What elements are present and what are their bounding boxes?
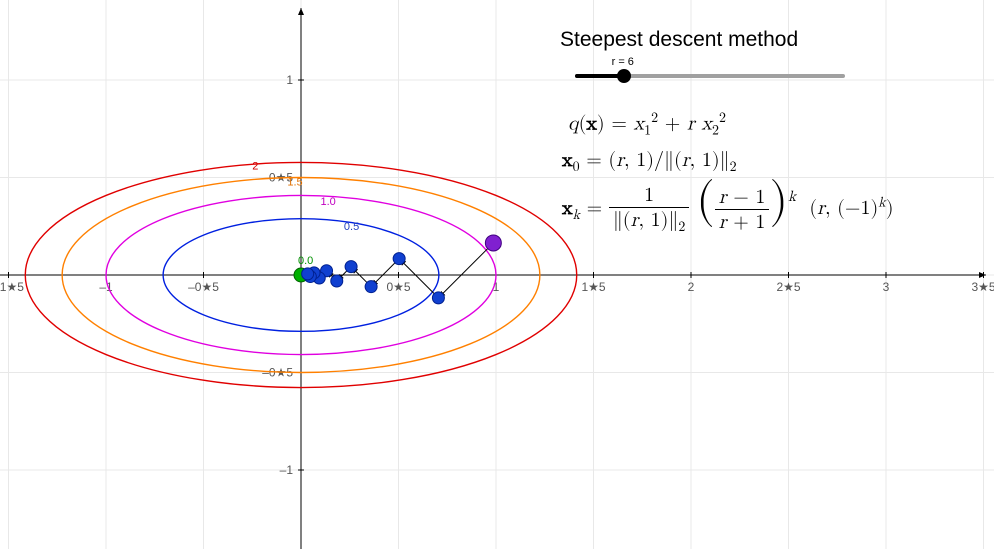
iterate-point: [365, 281, 377, 293]
x-tick-label: 1★5: [581, 280, 605, 294]
x-tick-label: –0★5: [188, 280, 219, 294]
x-tick-label: 2★5: [776, 280, 800, 294]
formula-q: q(x) = x12 + r x22: [568, 110, 726, 140]
contour-label-1.0: 1.0: [321, 196, 336, 208]
minimum-label: 0.0: [298, 255, 313, 267]
x-tick-label: 3★5: [971, 280, 994, 294]
r-slider[interactable]: r = 6: [0, 0, 994, 100]
iterate-point: [331, 275, 343, 287]
contour-label-0.5: 0.5: [344, 221, 359, 233]
iterate-point: [432, 292, 444, 304]
contour-label-1.5: 1.5: [287, 176, 302, 188]
x-tick-label: 3: [883, 280, 890, 294]
iterate-point: [345, 261, 357, 273]
canvas: –1★5–1–0★50★511★522★533★5–1–0★50★510.51.…: [0, 0, 994, 549]
formula-x0: x0 = (r, 1)/∥(r, 1)∥2: [562, 148, 737, 176]
x-tick-label: 2: [688, 280, 695, 294]
contour-label-2.0: 2: [252, 161, 258, 173]
iterate-point: [393, 253, 405, 265]
iterate-point: [302, 268, 314, 280]
iterate-arrow: [438, 243, 493, 298]
x-tick-label: 0★5: [386, 280, 410, 294]
r-slider-label: r = 6: [612, 56, 634, 68]
formula-xk: xk = 1∥(r, 1)∥2 (r − 1r + 1)k (r, (−1)k): [562, 180, 893, 236]
r-slider-thumb[interactable]: [617, 69, 631, 83]
x-tick-label: –1★5: [0, 280, 24, 294]
start-point[interactable]: [485, 235, 501, 251]
y-tick-label: –1: [280, 463, 294, 477]
